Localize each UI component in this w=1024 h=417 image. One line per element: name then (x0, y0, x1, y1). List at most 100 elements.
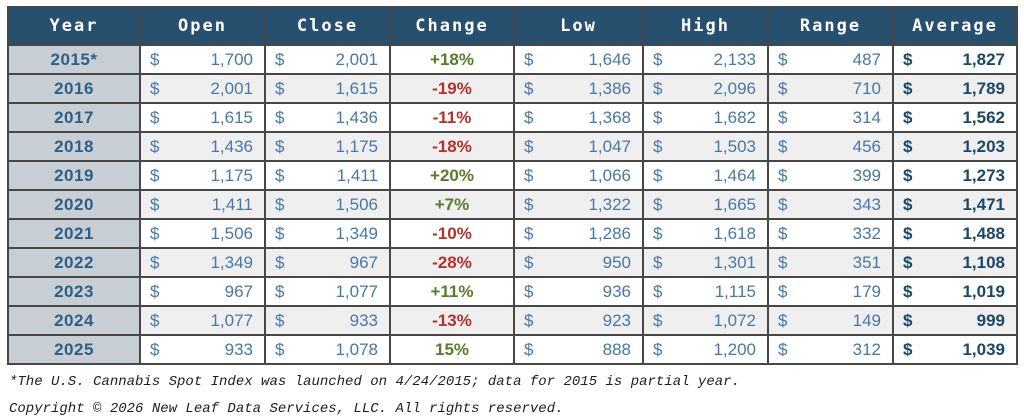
currency-symbol: $ (524, 223, 534, 243)
currency-symbol: $ (275, 252, 285, 272)
high-cell: $2,096 (642, 73, 769, 104)
currency-symbol: $ (150, 252, 160, 272)
close-value: 1,078 (335, 339, 378, 359)
average-value: 1,562 (962, 107, 1005, 127)
average-value: 1,273 (962, 165, 1005, 185)
close-value: 967 (349, 252, 378, 272)
currency-symbol: $ (653, 78, 663, 98)
high-cell: $2,133 (642, 44, 769, 75)
table-row-2017: 2017 $1,615 $1,436 -11% $1,368 $1,682 $314 $1,5… (7, 102, 1018, 133)
currency-symbol: $ (275, 49, 285, 69)
currency-symbol: $ (653, 281, 663, 301)
year-cell: 2015* (7, 44, 141, 75)
footnote-text: *The U.S. Cannabis Spot Index was launch… (9, 374, 740, 390)
range-value: 456 (852, 136, 881, 156)
column-header-range: Range (767, 6, 894, 46)
currency-symbol: $ (903, 49, 913, 69)
low-value: 923 (602, 310, 631, 330)
average-value: 1,471 (962, 194, 1005, 214)
average-value: 1,203 (962, 136, 1005, 156)
high-value: 1,503 (713, 136, 756, 156)
currency-symbol: $ (653, 107, 663, 127)
table-row-2018: 2018 $1,436 $1,175 -18% $1,047 $1,503 $456 $1,2… (7, 131, 1018, 162)
high-cell: $1,682 (642, 102, 769, 133)
currency-symbol: $ (778, 223, 788, 243)
currency-symbol: $ (150, 310, 160, 330)
range-value: 314 (852, 107, 881, 127)
currency-symbol: $ (150, 78, 160, 98)
currency-symbol: $ (778, 136, 788, 156)
high-value: 1,200 (713, 339, 756, 359)
close-value: 1,411 (336, 165, 378, 185)
currency-symbol: $ (778, 165, 788, 185)
range-value: 149 (852, 310, 881, 330)
currency-symbol: $ (150, 223, 160, 243)
column-header-high: High (642, 6, 769, 46)
close-cell: $967 (264, 247, 391, 278)
change-cell: +18% (389, 44, 515, 75)
average-cell: $1,471 (892, 189, 1018, 220)
currency-symbol: $ (653, 310, 663, 330)
open-value: 1,349 (210, 252, 253, 272)
currency-symbol: $ (275, 281, 285, 301)
currency-symbol: $ (903, 107, 913, 127)
table-row-2021: 2021 $1,506 $1,349 -10% $1,286 $1,618 $332 $1,4… (7, 218, 1018, 249)
currency-symbol: $ (150, 107, 160, 127)
close-value: 1,436 (335, 107, 378, 127)
open-value: 1,077 (210, 310, 253, 330)
year-cell: 2024 (7, 305, 141, 336)
open-value: 1,615 (210, 107, 253, 127)
currency-symbol: $ (903, 310, 913, 330)
low-value: 1,368 (588, 107, 631, 127)
currency-symbol: $ (275, 310, 285, 330)
high-cell: $1,503 (642, 131, 769, 162)
table-row-2019: 2019 $1,175 $1,411 +20% $1,066 $1,464 $399 $1,2… (7, 160, 1018, 191)
currency-symbol: $ (524, 194, 534, 214)
close-cell: $1,436 (264, 102, 391, 133)
year-cell: 2017 (7, 102, 141, 133)
range-cell: $456 (767, 131, 894, 162)
year-cell: 2018 (7, 131, 141, 162)
range-value: 332 (852, 223, 881, 243)
table-row-2016: 2016 $2,001 $1,615 -19% $1,386 $2,096 $710 $1,7… (7, 73, 1018, 104)
column-header-year: Year (7, 6, 141, 46)
range-value: 351 (852, 252, 881, 272)
currency-symbol: $ (275, 165, 285, 185)
open-cell: $1,700 (139, 44, 266, 75)
currency-symbol: $ (150, 281, 160, 301)
low-value: 888 (602, 339, 631, 359)
high-value: 2,133 (713, 49, 756, 69)
change-cell: -10% (389, 218, 515, 249)
open-cell: $933 (139, 334, 266, 365)
column-header-change: Change (389, 6, 515, 46)
table-row-2020: 2020 $1,411 $1,506 +7% $1,322 $1,665 $343 $1,47… (7, 189, 1018, 220)
copyright-text: Copyright © 2026 New Leaf Data Services,… (9, 401, 564, 417)
currency-symbol: $ (778, 194, 788, 214)
table-row-2024: 2024 $1,077 $933 -13% $923 $1,072 $149 $999 (7, 305, 1018, 336)
currency-symbol: $ (150, 194, 160, 214)
average-cell: $999 (892, 305, 1018, 336)
change-cell: 15% (389, 334, 515, 365)
range-value: 487 (852, 49, 881, 69)
open-value: 967 (224, 281, 253, 301)
close-value: 1,077 (335, 281, 378, 301)
close-cell: $1,077 (264, 276, 391, 307)
column-header-average: Average (892, 6, 1018, 46)
currency-symbol: $ (524, 339, 534, 359)
change-cell: -18% (389, 131, 515, 162)
currency-symbol: $ (653, 194, 663, 214)
currency-symbol: $ (778, 281, 788, 301)
year-cell: 2021 (7, 218, 141, 249)
table-row-2023: 2023 $967 $1,077 +11% $936 $1,115 $179 $1,019 (7, 276, 1018, 307)
currency-symbol: $ (150, 136, 160, 156)
currency-symbol: $ (778, 107, 788, 127)
high-cell: $1,072 (642, 305, 769, 336)
currency-symbol: $ (150, 49, 160, 69)
open-cell: $1,411 (139, 189, 266, 220)
year-cell: 2022 (7, 247, 141, 278)
low-cell: $1,286 (513, 218, 644, 249)
range-cell: $343 (767, 189, 894, 220)
high-cell: $1,618 (642, 218, 769, 249)
close-cell: $1,349 (264, 218, 391, 249)
